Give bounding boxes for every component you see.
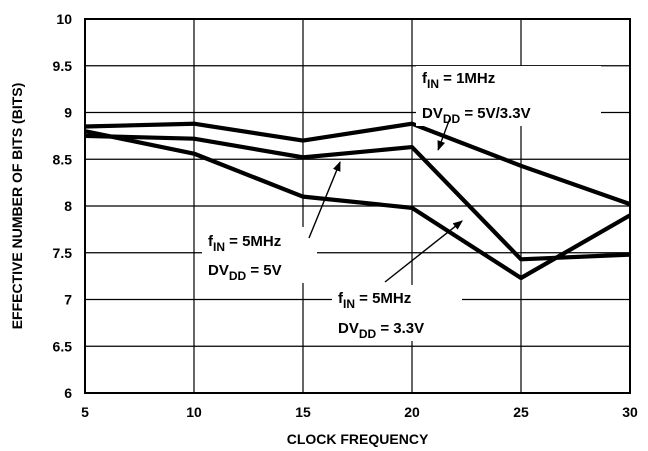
y-tick-label: 10 — [56, 11, 72, 27]
annotation-background — [416, 66, 601, 126]
annotation-value: = 5V/3.3V — [460, 105, 530, 122]
annotation-subscript: IN — [343, 297, 355, 311]
x-tick-labels: 5 10 15 20 25 30 — [81, 404, 638, 420]
annotation-subscript: DD — [229, 269, 247, 283]
annotation-value: = 5V — [246, 262, 281, 279]
annotation-1: fIN = 1MHz DVDD = 5V/3.3V — [416, 66, 601, 151]
series-line-1 — [84, 121, 631, 207]
annotation-symbol: DV — [338, 320, 359, 337]
annotation-3: fIN = 5MHz DVDD = 3.3V — [332, 220, 463, 341]
annotation-arrow — [437, 117, 451, 151]
annotation-subscript: IN — [427, 77, 439, 91]
x-tick-label: 15 — [295, 404, 311, 420]
annotation-symbol: f — [422, 70, 428, 87]
annotation-subscript: DD — [443, 112, 461, 126]
x-tick-label: 10 — [186, 404, 202, 420]
annotation-subscript: DD — [359, 327, 377, 341]
y-axis-label: EFFECTIVE NUMBER OF BITS (BITS) — [9, 83, 25, 330]
annotation-background — [332, 285, 462, 341]
annotation-symbol: DV — [208, 262, 229, 279]
annotation-value: = 5MHz — [225, 233, 281, 250]
annotation-symbol: f — [208, 233, 214, 250]
y-tick-label: 9.5 — [53, 58, 73, 74]
y-tick-label: 8.5 — [53, 151, 73, 167]
series-line-2 — [84, 133, 631, 262]
series-line-3 — [84, 129, 632, 281]
annotation-background — [202, 227, 317, 283]
plot-frame — [84, 18, 631, 394]
x-tick-label: 25 — [513, 404, 529, 420]
y-tick-label: 7.5 — [53, 245, 73, 261]
y-tick-label: 6.5 — [53, 338, 73, 354]
y-tick-label: 6 — [64, 385, 72, 401]
annotation-value: = 5MHz — [355, 290, 411, 307]
annotation-value: = 1MHz — [439, 70, 495, 87]
y-tick-label: 8 — [64, 198, 72, 214]
annotation-arrow — [384, 220, 463, 283]
x-tick-label: 30 — [622, 404, 638, 420]
annotation-text: DVDD = 5V — [208, 262, 282, 283]
y-tick-label: 9 — [64, 105, 72, 121]
y-tick-labels: 6 6.5 7 7.5 8 8.5 9 9.5 10 — [53, 11, 73, 401]
y-tick-label: 7 — [64, 292, 72, 308]
annotation-2: fIN = 5MHz DVDD = 5V — [202, 161, 341, 283]
annotation-text: fIN = 5MHz — [338, 290, 411, 311]
x-tick-label: 5 — [81, 404, 89, 420]
annotation-arrow — [308, 161, 341, 239]
annotation-text: fIN = 5MHz — [208, 233, 281, 254]
x-axis-label: CLOCK FREQUENCY — [287, 431, 429, 447]
series-lines — [84, 121, 632, 281]
annotation-symbol: DV — [422, 105, 443, 122]
annotation-text: DVDD = 5V/3.3V — [422, 105, 531, 126]
annotation-value: = 3.3V — [376, 320, 424, 337]
annotation-subscript: IN — [213, 240, 225, 254]
annotation-text: fIN = 1MHz — [422, 70, 495, 91]
annotation-symbol: f — [338, 290, 344, 307]
annotation-text: DVDD = 3.3V — [338, 320, 424, 341]
x-tick-label: 20 — [404, 404, 420, 420]
